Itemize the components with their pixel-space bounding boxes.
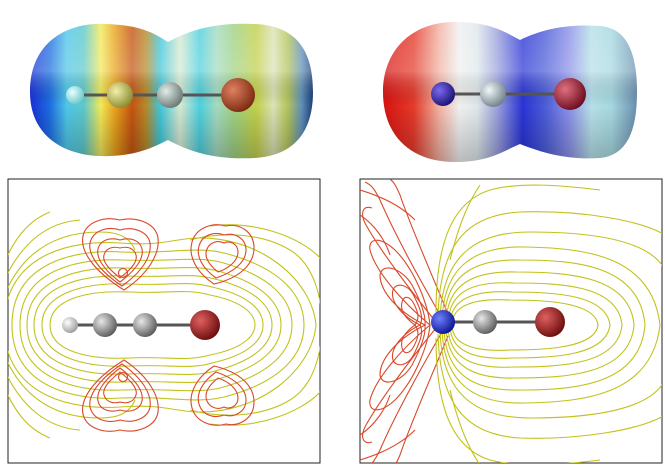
- esp-surface-top-left: [30, 23, 313, 159]
- atom-hydrogen: [62, 317, 78, 333]
- atom-carbon: [480, 81, 506, 107]
- atom-nitrogen: [431, 82, 455, 106]
- atom-carbon: [473, 310, 497, 334]
- atom-bromine: [554, 78, 586, 110]
- atom-nitrogen: [431, 310, 455, 334]
- atom-bromine: [535, 307, 565, 337]
- contour-plot-bottom-left: [7, 178, 321, 464]
- atom-bromine: [190, 310, 220, 340]
- contour-plot-bottom-right: [359, 178, 663, 464]
- atom-carbon: [107, 82, 133, 108]
- atom-bromine: [221, 78, 255, 112]
- atom-carbon: [157, 82, 183, 108]
- atom-hydrogen: [66, 86, 84, 104]
- atom-carbon: [93, 313, 117, 337]
- esp-surface-top-right: [383, 22, 637, 162]
- atom-carbon: [133, 313, 157, 337]
